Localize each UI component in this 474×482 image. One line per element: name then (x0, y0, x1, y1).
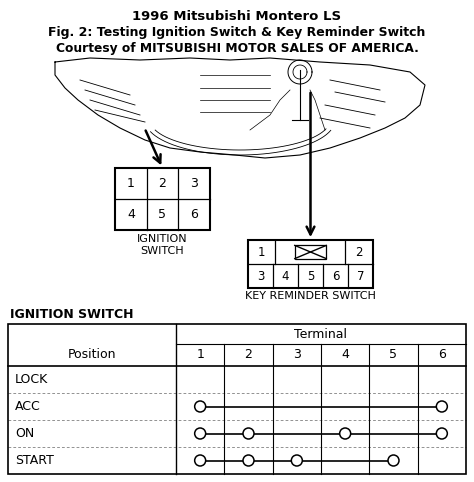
Text: IGNITION
SWITCH: IGNITION SWITCH (137, 234, 188, 255)
Circle shape (437, 401, 447, 412)
Text: 4: 4 (341, 348, 349, 362)
Circle shape (195, 428, 206, 439)
Circle shape (340, 428, 351, 439)
Text: 3: 3 (190, 177, 198, 190)
Text: 3: 3 (293, 348, 301, 362)
Text: 2: 2 (356, 245, 363, 258)
Circle shape (195, 455, 206, 466)
Bar (8, 324, 466, 474)
Text: 6: 6 (438, 348, 446, 362)
Text: 1: 1 (196, 348, 204, 362)
Text: Courtesy of MITSUBISHI MOTOR SALES OF AMERICA.: Courtesy of MITSUBISHI MOTOR SALES OF AM… (55, 42, 419, 55)
Bar (248, 240, 373, 288)
Text: KEY REMINDER SWITCH: KEY REMINDER SWITCH (245, 291, 376, 301)
Bar (295, 245, 326, 259)
Text: 5: 5 (158, 208, 166, 221)
Text: 4: 4 (127, 208, 135, 221)
Text: 1: 1 (258, 245, 265, 258)
Text: 1996 Mitsubishi Montero LS: 1996 Mitsubishi Montero LS (132, 10, 342, 23)
Text: LOCK: LOCK (15, 373, 48, 386)
Text: 2: 2 (159, 177, 166, 190)
Text: 2: 2 (245, 348, 253, 362)
Circle shape (292, 455, 302, 466)
Text: 7: 7 (357, 269, 364, 282)
Text: START: START (15, 454, 54, 467)
Text: 1: 1 (127, 177, 135, 190)
Circle shape (243, 455, 254, 466)
Text: Terminal: Terminal (294, 327, 347, 340)
Text: 5: 5 (390, 348, 398, 362)
Circle shape (195, 401, 206, 412)
Text: 6: 6 (190, 208, 198, 221)
Text: IGNITION SWITCH: IGNITION SWITCH (10, 308, 134, 321)
Text: Position: Position (68, 348, 116, 362)
Text: 4: 4 (282, 269, 289, 282)
Text: ACC: ACC (15, 400, 41, 413)
Circle shape (437, 428, 447, 439)
Text: 6: 6 (332, 269, 339, 282)
Bar (115, 168, 210, 230)
Circle shape (388, 455, 399, 466)
Text: 5: 5 (307, 269, 314, 282)
Circle shape (243, 428, 254, 439)
Text: Fig. 2: Testing Ignition Switch & Key Reminder Switch: Fig. 2: Testing Ignition Switch & Key Re… (48, 26, 426, 39)
Text: 3: 3 (257, 269, 264, 282)
Text: ON: ON (15, 427, 34, 440)
